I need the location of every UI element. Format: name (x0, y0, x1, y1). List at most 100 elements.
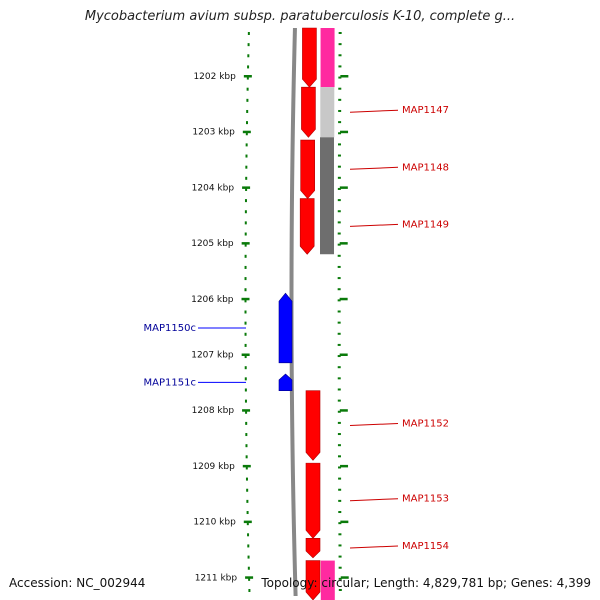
ruler-dot (246, 522, 249, 526)
accession-text: Accession: NC_002944 (9, 576, 146, 590)
ruler-dot (338, 76, 342, 79)
ruler-dot (337, 455, 341, 458)
ruler-left-dots (244, 32, 251, 592)
ruler-tick-right (340, 75, 349, 78)
ruler-dot (244, 221, 247, 225)
gene-arrow-map1151c (278, 373, 293, 392)
ruler-tick-right (339, 242, 348, 245)
ruler-dot (245, 455, 248, 459)
ruler-dot (245, 143, 248, 147)
ruler-dot (337, 176, 341, 179)
ruler-dot (337, 321, 341, 324)
gene-label-map1154: MAP1154 (402, 541, 449, 552)
ruler-dot (337, 444, 341, 447)
ruler-dot (245, 477, 248, 481)
ruler-dot (338, 577, 342, 580)
ruler-dot (245, 176, 248, 180)
ruler-dot (337, 154, 341, 157)
gene-arrow-map1146 (302, 27, 317, 88)
gene-arrow-map1153 (305, 462, 321, 539)
ruler-dot (246, 488, 249, 492)
gene-label-line (349, 498, 399, 502)
ruler-right-dots (337, 32, 342, 591)
ruler-dot (338, 544, 342, 547)
ruler-dot (337, 265, 341, 268)
ruler-dot (244, 343, 247, 347)
ruler-dot (337, 366, 341, 369)
ruler-tick-label: 1210 kbp (193, 518, 236, 528)
ruler-dot (338, 511, 342, 514)
ruler-dot (245, 421, 248, 425)
topology-summary: Topology: circular; Length: 4,829,781 bp… (261, 576, 591, 590)
gene-label-line (349, 423, 399, 427)
ruler-tick-label: 1207 kbp (191, 351, 234, 361)
gene-label-map1148: MAP1148 (402, 162, 449, 173)
gene-arrow-map1152 (305, 390, 321, 461)
ruler-dot (246, 511, 249, 515)
gene-label-line (349, 223, 399, 227)
ruler-dot (338, 488, 342, 491)
ruler-tick-right (339, 186, 348, 189)
ruler-dot (245, 466, 248, 470)
ruler-dot (246, 499, 249, 503)
ruler-dot (244, 310, 247, 314)
ruler-dot (246, 87, 249, 91)
ruler-tick-right (339, 297, 348, 301)
ruler-dot (338, 566, 342, 569)
ruler-dot (245, 165, 248, 169)
ruler-dot (338, 533, 342, 536)
gene-label-line (349, 166, 399, 170)
ruler-dot (337, 399, 341, 402)
ruler-dot (244, 277, 247, 281)
map-title: Mycobacterium avium subsp. paratuberculo… (84, 9, 516, 24)
ruler-tick-left (242, 409, 251, 412)
ruler-dot (337, 221, 341, 224)
ruler-dot (338, 65, 342, 68)
ruler-dot (244, 232, 247, 236)
ruler-tick-left (242, 186, 251, 189)
ruler-dot (244, 210, 247, 214)
ruler-dot (244, 399, 247, 403)
ruler-dot (338, 522, 342, 525)
ruler-dot (338, 98, 342, 101)
gene-label-line (349, 109, 399, 113)
ruler-dot (245, 154, 248, 158)
ruler-dot (248, 577, 251, 581)
ruler-dot (247, 54, 250, 58)
ruler-dot (244, 299, 247, 303)
ruler-tick-left (242, 464, 251, 468)
ruler-tick-label: 1204 kbp (192, 183, 235, 193)
ruler-dot (337, 433, 341, 436)
ruler-tick-left (241, 297, 250, 301)
gene-label-map1153: MAP1153 (402, 494, 449, 505)
ruler-tick-right (340, 520, 349, 524)
ruler-dot (337, 165, 341, 168)
ruler-dot (247, 43, 250, 47)
ruler-dot (337, 299, 341, 302)
ruler-dot (338, 477, 342, 480)
cds-track-segment (320, 137, 335, 255)
ruler-dot (338, 466, 342, 469)
ruler-tick-label: 1206 kbp (191, 295, 234, 305)
ruler-dot (245, 132, 248, 136)
ruler-tick-right (340, 464, 349, 468)
ruler-tick-left (241, 353, 250, 356)
ruler-tick-label: 1209 kbp (192, 462, 235, 472)
ruler-dot (244, 366, 247, 370)
ruler-dot (245, 444, 248, 448)
ruler-dot (338, 54, 342, 57)
gene-label-map1151c: MAP1151c (144, 377, 196, 388)
gene-label-line (349, 545, 399, 549)
ruler-dot (338, 132, 342, 135)
ruler-dot (337, 410, 341, 413)
ruler-dot (337, 332, 341, 335)
ruler-dot (337, 421, 341, 424)
ruler-tick-left (241, 242, 250, 245)
gene-label-map1147: MAP1147 (402, 105, 449, 116)
gene-label-map1149: MAP1149 (402, 219, 449, 230)
ruler-dot (337, 343, 341, 346)
ruler-dot (337, 310, 341, 313)
cds-track-segment (320, 87, 335, 138)
ruler-dot (245, 187, 248, 191)
